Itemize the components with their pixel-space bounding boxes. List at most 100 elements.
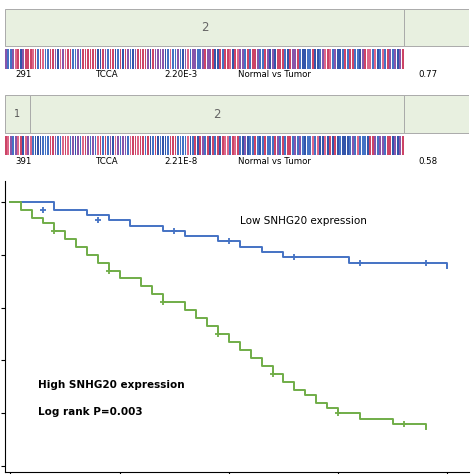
- Bar: [12, 136, 14, 155]
- Bar: [127, 136, 129, 155]
- Bar: [232, 136, 234, 155]
- Bar: [369, 49, 371, 69]
- Bar: [5, 95, 30, 133]
- Text: 0.58: 0.58: [418, 157, 437, 166]
- Bar: [92, 136, 94, 155]
- Bar: [87, 49, 89, 69]
- Bar: [129, 49, 131, 69]
- Bar: [127, 49, 129, 69]
- Bar: [15, 136, 17, 155]
- Bar: [40, 49, 42, 69]
- Bar: [82, 136, 84, 155]
- Bar: [42, 49, 44, 69]
- Text: 391: 391: [15, 157, 31, 166]
- Bar: [115, 136, 117, 155]
- Bar: [192, 136, 194, 155]
- Bar: [112, 49, 114, 69]
- Bar: [239, 49, 241, 69]
- Bar: [249, 49, 251, 69]
- Bar: [85, 49, 86, 69]
- Bar: [164, 49, 166, 69]
- Bar: [102, 136, 104, 155]
- Bar: [5, 49, 7, 69]
- Bar: [235, 49, 236, 69]
- Bar: [70, 136, 72, 155]
- Bar: [237, 136, 239, 155]
- Bar: [105, 136, 106, 155]
- Bar: [227, 136, 229, 155]
- Bar: [339, 136, 341, 155]
- Bar: [200, 136, 201, 155]
- Bar: [142, 136, 144, 155]
- Bar: [354, 136, 356, 155]
- Bar: [219, 136, 221, 155]
- Bar: [77, 49, 79, 69]
- Bar: [302, 49, 304, 69]
- Bar: [60, 49, 62, 69]
- Bar: [152, 136, 154, 155]
- Bar: [272, 136, 273, 155]
- Bar: [32, 49, 34, 69]
- Bar: [365, 49, 366, 69]
- Bar: [80, 136, 82, 155]
- Bar: [252, 49, 254, 69]
- Bar: [359, 136, 361, 155]
- Bar: [259, 136, 261, 155]
- Bar: [135, 49, 137, 69]
- Bar: [132, 49, 134, 69]
- Bar: [50, 136, 52, 155]
- Bar: [197, 136, 199, 155]
- Bar: [247, 136, 249, 155]
- Bar: [95, 49, 96, 69]
- Bar: [392, 49, 393, 69]
- Bar: [304, 136, 306, 155]
- Text: Normal vs Tumor: Normal vs Tumor: [238, 70, 310, 79]
- Bar: [72, 49, 74, 69]
- Bar: [334, 49, 336, 69]
- Bar: [322, 136, 324, 155]
- Bar: [404, 95, 469, 133]
- Bar: [184, 136, 186, 155]
- Bar: [344, 136, 346, 155]
- Text: 291: 291: [15, 70, 31, 79]
- Bar: [155, 136, 156, 155]
- Bar: [109, 136, 111, 155]
- Bar: [194, 49, 196, 69]
- Bar: [300, 49, 301, 69]
- Bar: [115, 49, 117, 69]
- Bar: [117, 136, 119, 155]
- Bar: [129, 136, 131, 155]
- Bar: [332, 136, 334, 155]
- Bar: [379, 49, 381, 69]
- Bar: [255, 136, 256, 155]
- Bar: [35, 49, 36, 69]
- Bar: [257, 136, 259, 155]
- Bar: [100, 136, 101, 155]
- Bar: [259, 49, 261, 69]
- Bar: [97, 49, 99, 69]
- Bar: [235, 136, 236, 155]
- Bar: [57, 49, 59, 69]
- Bar: [327, 136, 328, 155]
- Bar: [287, 49, 289, 69]
- Bar: [289, 49, 291, 69]
- Bar: [374, 49, 376, 69]
- Bar: [342, 136, 344, 155]
- Text: Normal vs Tumor: Normal vs Tumor: [238, 157, 310, 166]
- Bar: [249, 136, 251, 155]
- Bar: [282, 136, 283, 155]
- Bar: [117, 49, 119, 69]
- Bar: [337, 49, 338, 69]
- Bar: [67, 49, 69, 69]
- Bar: [267, 49, 269, 69]
- Bar: [187, 49, 189, 69]
- Bar: [102, 49, 104, 69]
- Bar: [160, 136, 161, 155]
- Bar: [214, 49, 216, 69]
- Bar: [332, 49, 334, 69]
- Bar: [294, 49, 296, 69]
- Bar: [60, 136, 62, 155]
- Bar: [142, 49, 144, 69]
- Bar: [212, 49, 214, 69]
- Bar: [389, 136, 391, 155]
